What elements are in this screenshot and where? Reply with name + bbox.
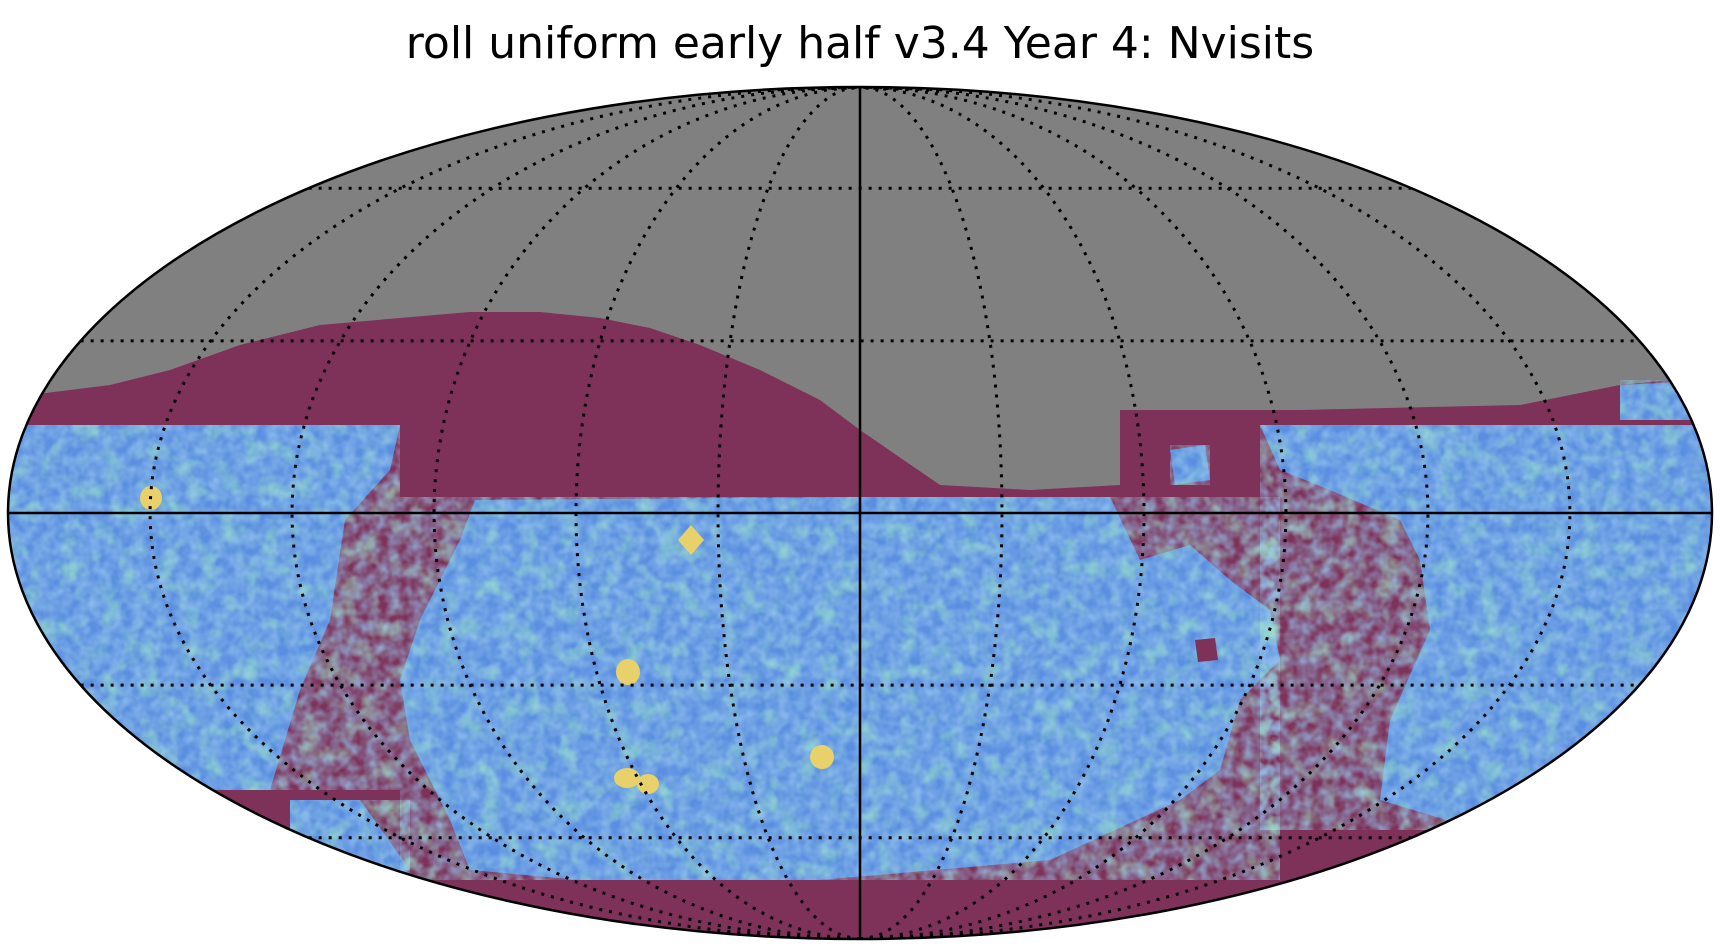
ddf-marker: [614, 768, 640, 788]
survey-texture: [1170, 445, 1210, 485]
map-title: roll uniform early half v3.4 Year 4: Nvi…: [405, 18, 1315, 69]
survey-texture: [8, 425, 400, 790]
map-boundary: [6, 85, 1714, 941]
meridian-line: [859, 87, 1430, 939]
ddf-marker: [637, 774, 659, 794]
survey-texture: [1620, 380, 1712, 420]
ddf-marker: [616, 659, 640, 685]
deep-drilling-fields: [140, 486, 834, 794]
ddf-marker: [810, 745, 834, 769]
ddf-marker: [678, 525, 704, 555]
low-coverage-hole: [1195, 638, 1218, 662]
meridian-line: [290, 87, 861, 939]
